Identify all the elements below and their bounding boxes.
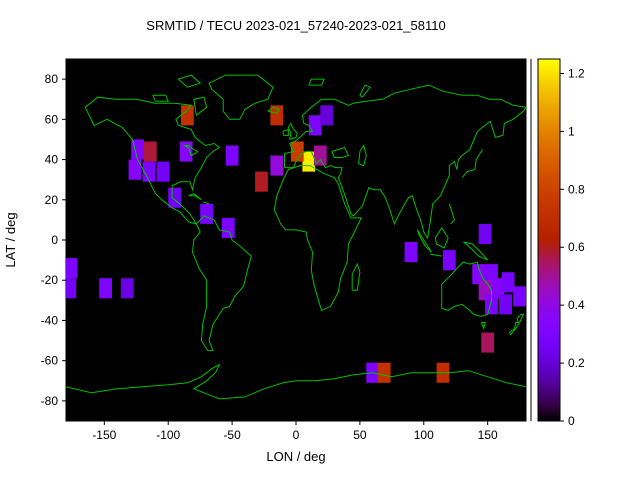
x-tick-label: -50 (223, 428, 241, 442)
y-tick-label: -60 (41, 354, 59, 368)
heatmap-cell (66, 278, 77, 299)
heatmap-cell (200, 203, 213, 224)
heatmap-cell (128, 159, 142, 180)
heatmap-cell (270, 155, 284, 176)
colorbar-tick-label: 1 (568, 124, 575, 138)
heatmap-cell (142, 161, 156, 182)
heatmap-cell (302, 151, 316, 172)
heatmap-cell (485, 294, 498, 315)
coastline (284, 84, 526, 240)
coastline (463, 241, 489, 261)
heatmap-cell (472, 264, 486, 285)
coastline (508, 313, 525, 336)
heatmap-cell (377, 362, 391, 383)
colorbar-tick-label: 0.6 (568, 240, 585, 254)
y-axis-title: LAT / deg (3, 212, 18, 267)
y-tick-label: -80 (41, 394, 59, 408)
colorbar-tick-label: 0.4 (568, 298, 585, 312)
coastline (183, 145, 199, 157)
coastline (416, 229, 432, 253)
coastline (84, 96, 221, 225)
x-tick-label: -100 (156, 428, 180, 442)
y-tick-label: 80 (45, 72, 59, 86)
heatmap-cell (404, 242, 418, 263)
coastline (191, 215, 252, 352)
heatmap-cell (66, 258, 78, 279)
colorbar-tick-label: 1.2 (568, 66, 585, 80)
heatmap-cell (225, 145, 239, 166)
heatmap-cell (168, 187, 181, 208)
heatmap-cell (179, 141, 193, 162)
y-tick-label: 20 (45, 193, 59, 207)
coastline (359, 84, 371, 98)
heatmap-cell (481, 332, 495, 353)
x-tick-label: 50 (353, 428, 367, 442)
chart-title: SRMTID / TECU 2023-021_57240-2023-021_58… (146, 18, 445, 33)
x-tick-label: 150 (478, 428, 498, 442)
heatmap-cell (308, 115, 322, 136)
heatmap-cell (156, 161, 170, 182)
heatmap-cell (501, 272, 515, 293)
coastline (202, 201, 210, 205)
colorbar-tick-label: 0.8 (568, 182, 585, 196)
coastline (177, 74, 202, 88)
heatmap-cell (491, 278, 505, 299)
x-tick-label: 100 (414, 428, 434, 442)
plot-area: -150 -100 -50 0 50 100 150 -80 -60 -40 -20 0 20 40 60 8… (41, 58, 585, 442)
x-tick-label: 0 (293, 428, 300, 442)
colorbar-tick-label: 0.2 (568, 356, 585, 370)
heatmap-cell (143, 141, 157, 162)
y-tick-label: 40 (45, 153, 59, 167)
heatmap-cell (290, 141, 304, 162)
coastline (434, 226, 449, 249)
heatmap-cell (270, 105, 284, 126)
heatmap-cell (221, 217, 235, 238)
coastline (480, 322, 486, 331)
coastline (351, 262, 361, 291)
coastline (430, 253, 442, 257)
heatmap-cell (499, 294, 512, 315)
coastline (273, 165, 362, 312)
y-tick-label: 0 (51, 233, 58, 247)
heatmap-cell (131, 139, 144, 160)
coastline (152, 94, 169, 102)
coastline (287, 122, 298, 140)
heatmap-cell (120, 278, 134, 299)
heatmap-cell (255, 171, 268, 192)
coastline (193, 96, 208, 116)
coastline (358, 144, 367, 167)
coastline (282, 128, 289, 136)
heatmap-cell (478, 223, 492, 244)
heatmap-cell (513, 286, 526, 307)
heatmap-cell (320, 105, 334, 126)
coastline (66, 363, 526, 400)
heatmap-cell (99, 278, 112, 299)
coastline (331, 146, 350, 158)
colorbar (537, 58, 561, 422)
x-tick-label: -150 (92, 428, 116, 442)
heatmap-cell (442, 250, 456, 271)
heatmap-cell (313, 145, 327, 166)
colorbar-tick-label: 0 (568, 414, 575, 428)
coastline (267, 106, 281, 114)
y-tick-label: -40 (41, 313, 59, 327)
y-tick-label: -20 (41, 273, 59, 287)
coastline (188, 193, 202, 201)
coastline (448, 203, 455, 225)
coastline (441, 261, 492, 317)
y-tick-label: 60 (45, 112, 59, 126)
map-background (65, 58, 527, 422)
coastline (308, 78, 325, 86)
x-axis-title: LON / deg (266, 449, 325, 464)
heatmap-cell (181, 105, 194, 126)
coastline (208, 74, 274, 120)
coastline (461, 149, 484, 179)
